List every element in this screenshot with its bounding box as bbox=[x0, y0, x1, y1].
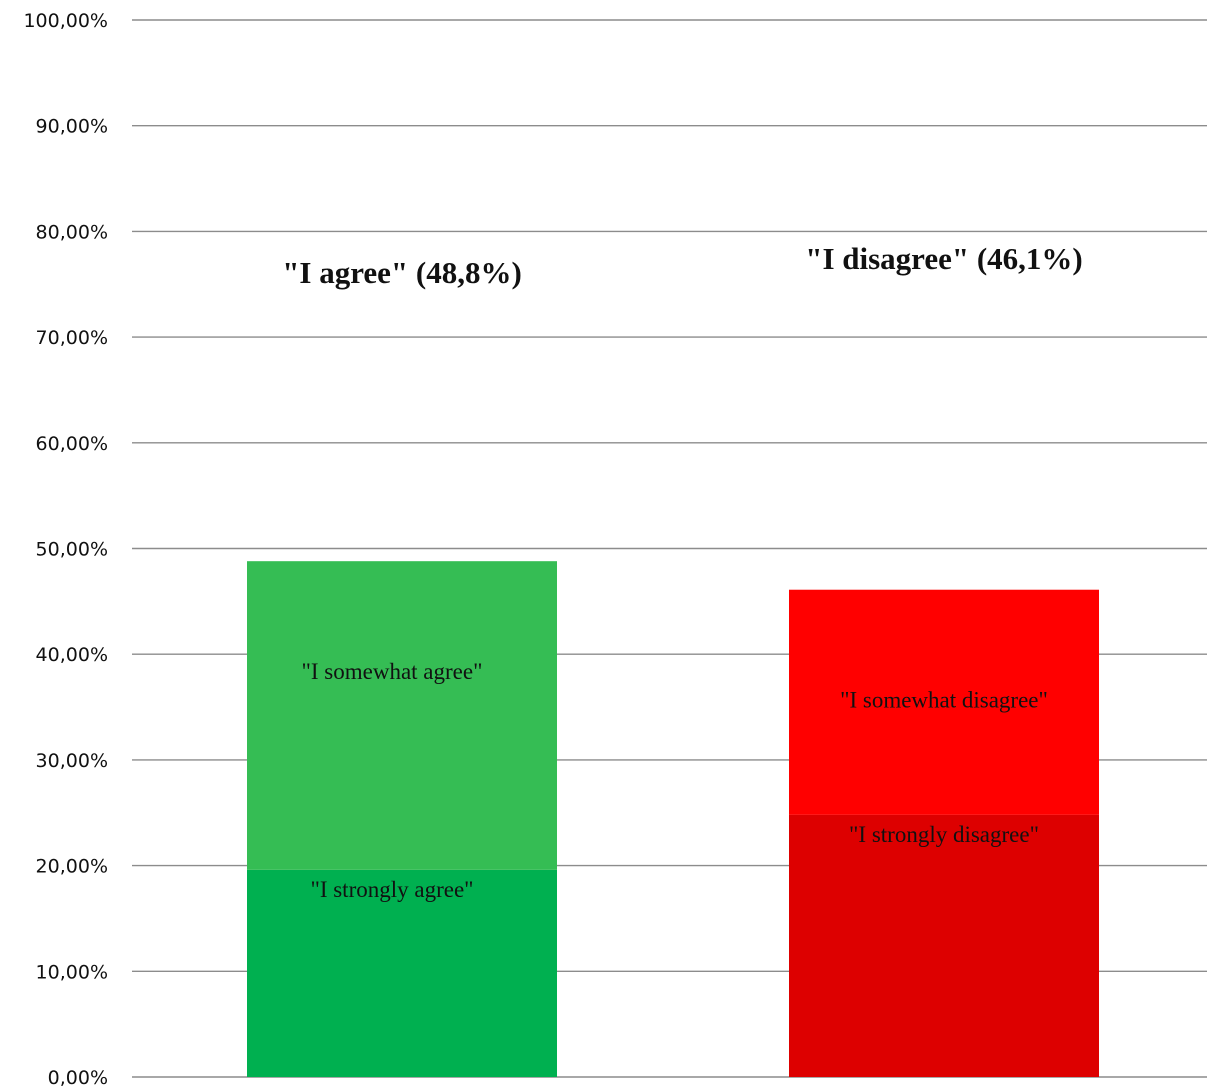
y-tick-label: 90,00% bbox=[36, 116, 108, 138]
segment-label-0-1: "I somewhat agree" bbox=[302, 659, 483, 684]
y-tick-label: 70,00% bbox=[36, 327, 108, 349]
bar-segment-1-0 bbox=[789, 814, 1099, 1077]
bar-segment-1-1 bbox=[789, 589, 1099, 815]
data-labels: "I strongly agree" "I somewhat agree" "I a… bbox=[282, 241, 1083, 902]
y-axis-tick-labels: 0,00% 10,00% 20,00% 30,00% 40,00% 50,00% 60,00… bbox=[23, 10, 108, 1089]
category-label-1: "I disagree" (46,1%) bbox=[805, 241, 1083, 276]
y-tick-label: 10,00% bbox=[36, 961, 108, 983]
bar-segment-0-1 bbox=[247, 561, 557, 870]
category-label-0: "I agree" (48,8%) bbox=[282, 255, 522, 290]
y-tick-label: 40,00% bbox=[36, 644, 108, 666]
bar-segment-0-0 bbox=[247, 869, 557, 1077]
segment-label-0-0: "I strongly agree" bbox=[310, 877, 473, 902]
y-tick-label: 80,00% bbox=[36, 221, 108, 243]
y-tick-label: 30,00% bbox=[36, 750, 108, 772]
segment-label-1-1: "I somewhat disagree" bbox=[840, 688, 1048, 713]
y-tick-label: 20,00% bbox=[36, 856, 108, 878]
y-tick-label: 0,00% bbox=[48, 1067, 108, 1089]
bars bbox=[247, 561, 1099, 1077]
y-tick-label: 100,00% bbox=[23, 10, 108, 32]
segment-label-1-0: "I strongly disagree" bbox=[849, 822, 1039, 847]
y-tick-label: 50,00% bbox=[36, 539, 108, 561]
y-tick-label: 60,00% bbox=[36, 433, 108, 455]
